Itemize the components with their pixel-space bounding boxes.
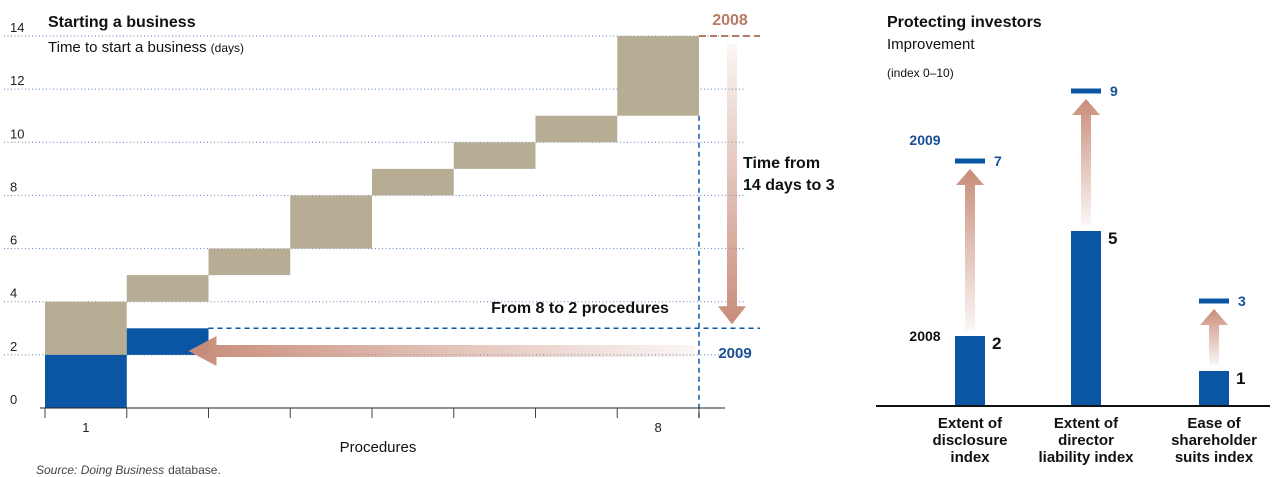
step-2009-procedure-1	[45, 354, 127, 408]
value-label-2009-2: 9	[1110, 83, 1118, 99]
category-label-3-line-1: Ease of	[1187, 415, 1241, 432]
improvement-arrow-1	[956, 169, 984, 330]
step-2008-procedure-7	[535, 115, 618, 143]
left-grid: 0 2 4 6 8 10 12 14	[4, 20, 745, 407]
category-label-2-line-3: liability index	[1038, 449, 1134, 466]
y-tick-label-12: 12	[10, 73, 24, 88]
left-subtitle-main: Time to start a business	[48, 39, 207, 56]
left-x-axis-label: Procedures	[340, 439, 417, 456]
time-change-label-line2: 14 days to 3	[743, 177, 835, 194]
left-bars	[45, 36, 699, 408]
left-annotations: 2008 2009 From 8 to 2 procedures Time from 1…	[188, 12, 835, 420]
category-label-1-line-1: Extent of	[938, 415, 1003, 432]
x-tick-label-1: 1	[82, 420, 89, 435]
bar-2008-category-2	[1071, 231, 1101, 406]
x-tick-label-8: 8	[655, 420, 662, 435]
value-label-2009-3: 3	[1238, 293, 1246, 309]
bar-2008-category-3	[1199, 371, 1229, 406]
source-note: Source: Doing Business database.	[36, 463, 221, 477]
category-label-1-line-3: index	[950, 449, 990, 466]
step-2008-procedure-8	[617, 36, 699, 116]
right-year-2008-label: 2008	[909, 328, 940, 344]
left-subtitle-unit: (days)	[211, 41, 244, 55]
step-2008-procedure-6	[453, 142, 536, 169]
procedures-arrow	[188, 336, 695, 366]
time-arrow	[718, 44, 746, 325]
y-tick-label-2: 2	[10, 339, 17, 354]
right-chart-unit-note: (index 0–10)	[887, 66, 954, 80]
value-label-2008-1: 2	[992, 334, 1001, 353]
right-chart-subtitle: Improvement	[887, 36, 975, 53]
improvement-arrow-3	[1200, 309, 1228, 365]
step-2008-procedure-3	[208, 248, 291, 276]
step-2008-procedure-2	[126, 275, 209, 302]
value-label-2009-1: 7	[994, 153, 1002, 169]
category-label-2-line-2: director	[1058, 432, 1114, 449]
left-chart-subtitle: Time to start a business (days)	[48, 39, 244, 56]
bar-2008-category-1	[955, 336, 985, 406]
time-change-label-line1: Time from	[743, 155, 820, 172]
source-italic: Source: Doing Business	[36, 463, 164, 477]
value-label-2008-2: 5	[1108, 229, 1117, 248]
step-2008-procedure-4	[290, 195, 372, 249]
category-label-2-line-1: Extent of	[1054, 415, 1119, 432]
y-tick-label-4: 4	[10, 286, 17, 301]
y-tick-label-14: 14	[10, 20, 24, 35]
improvement-arrow-2	[1072, 99, 1100, 225]
category-label-1-line-2: disclosure	[932, 432, 1007, 449]
right-chart-title: Protecting investors	[887, 14, 1042, 31]
starting-business-chart: 0 2 4 6 8 10 12 14 2008 2009 From 8 to 2 procedur…	[4, 12, 835, 477]
category-label-3-line-2: shareholder	[1171, 432, 1257, 449]
y-tick-label-0: 0	[10, 392, 17, 407]
category-label-3-line-3: suits index	[1175, 449, 1254, 466]
year-2008-label: 2008	[712, 12, 748, 29]
y-tick-label-6: 6	[10, 233, 17, 248]
year-2009-label: 2009	[718, 345, 751, 362]
y-tick-label-10: 10	[10, 126, 24, 141]
left-chart-title: Starting a business	[48, 14, 196, 31]
value-label-2008-3: 1	[1236, 369, 1245, 388]
procedures-change-label: From 8 to 2 procedures	[491, 300, 669, 317]
step-2008-procedure-5	[372, 168, 454, 196]
y-tick-label-8: 8	[10, 179, 17, 194]
right-year-2009-label: 2009	[909, 132, 940, 148]
source-rest: database.	[168, 463, 221, 477]
